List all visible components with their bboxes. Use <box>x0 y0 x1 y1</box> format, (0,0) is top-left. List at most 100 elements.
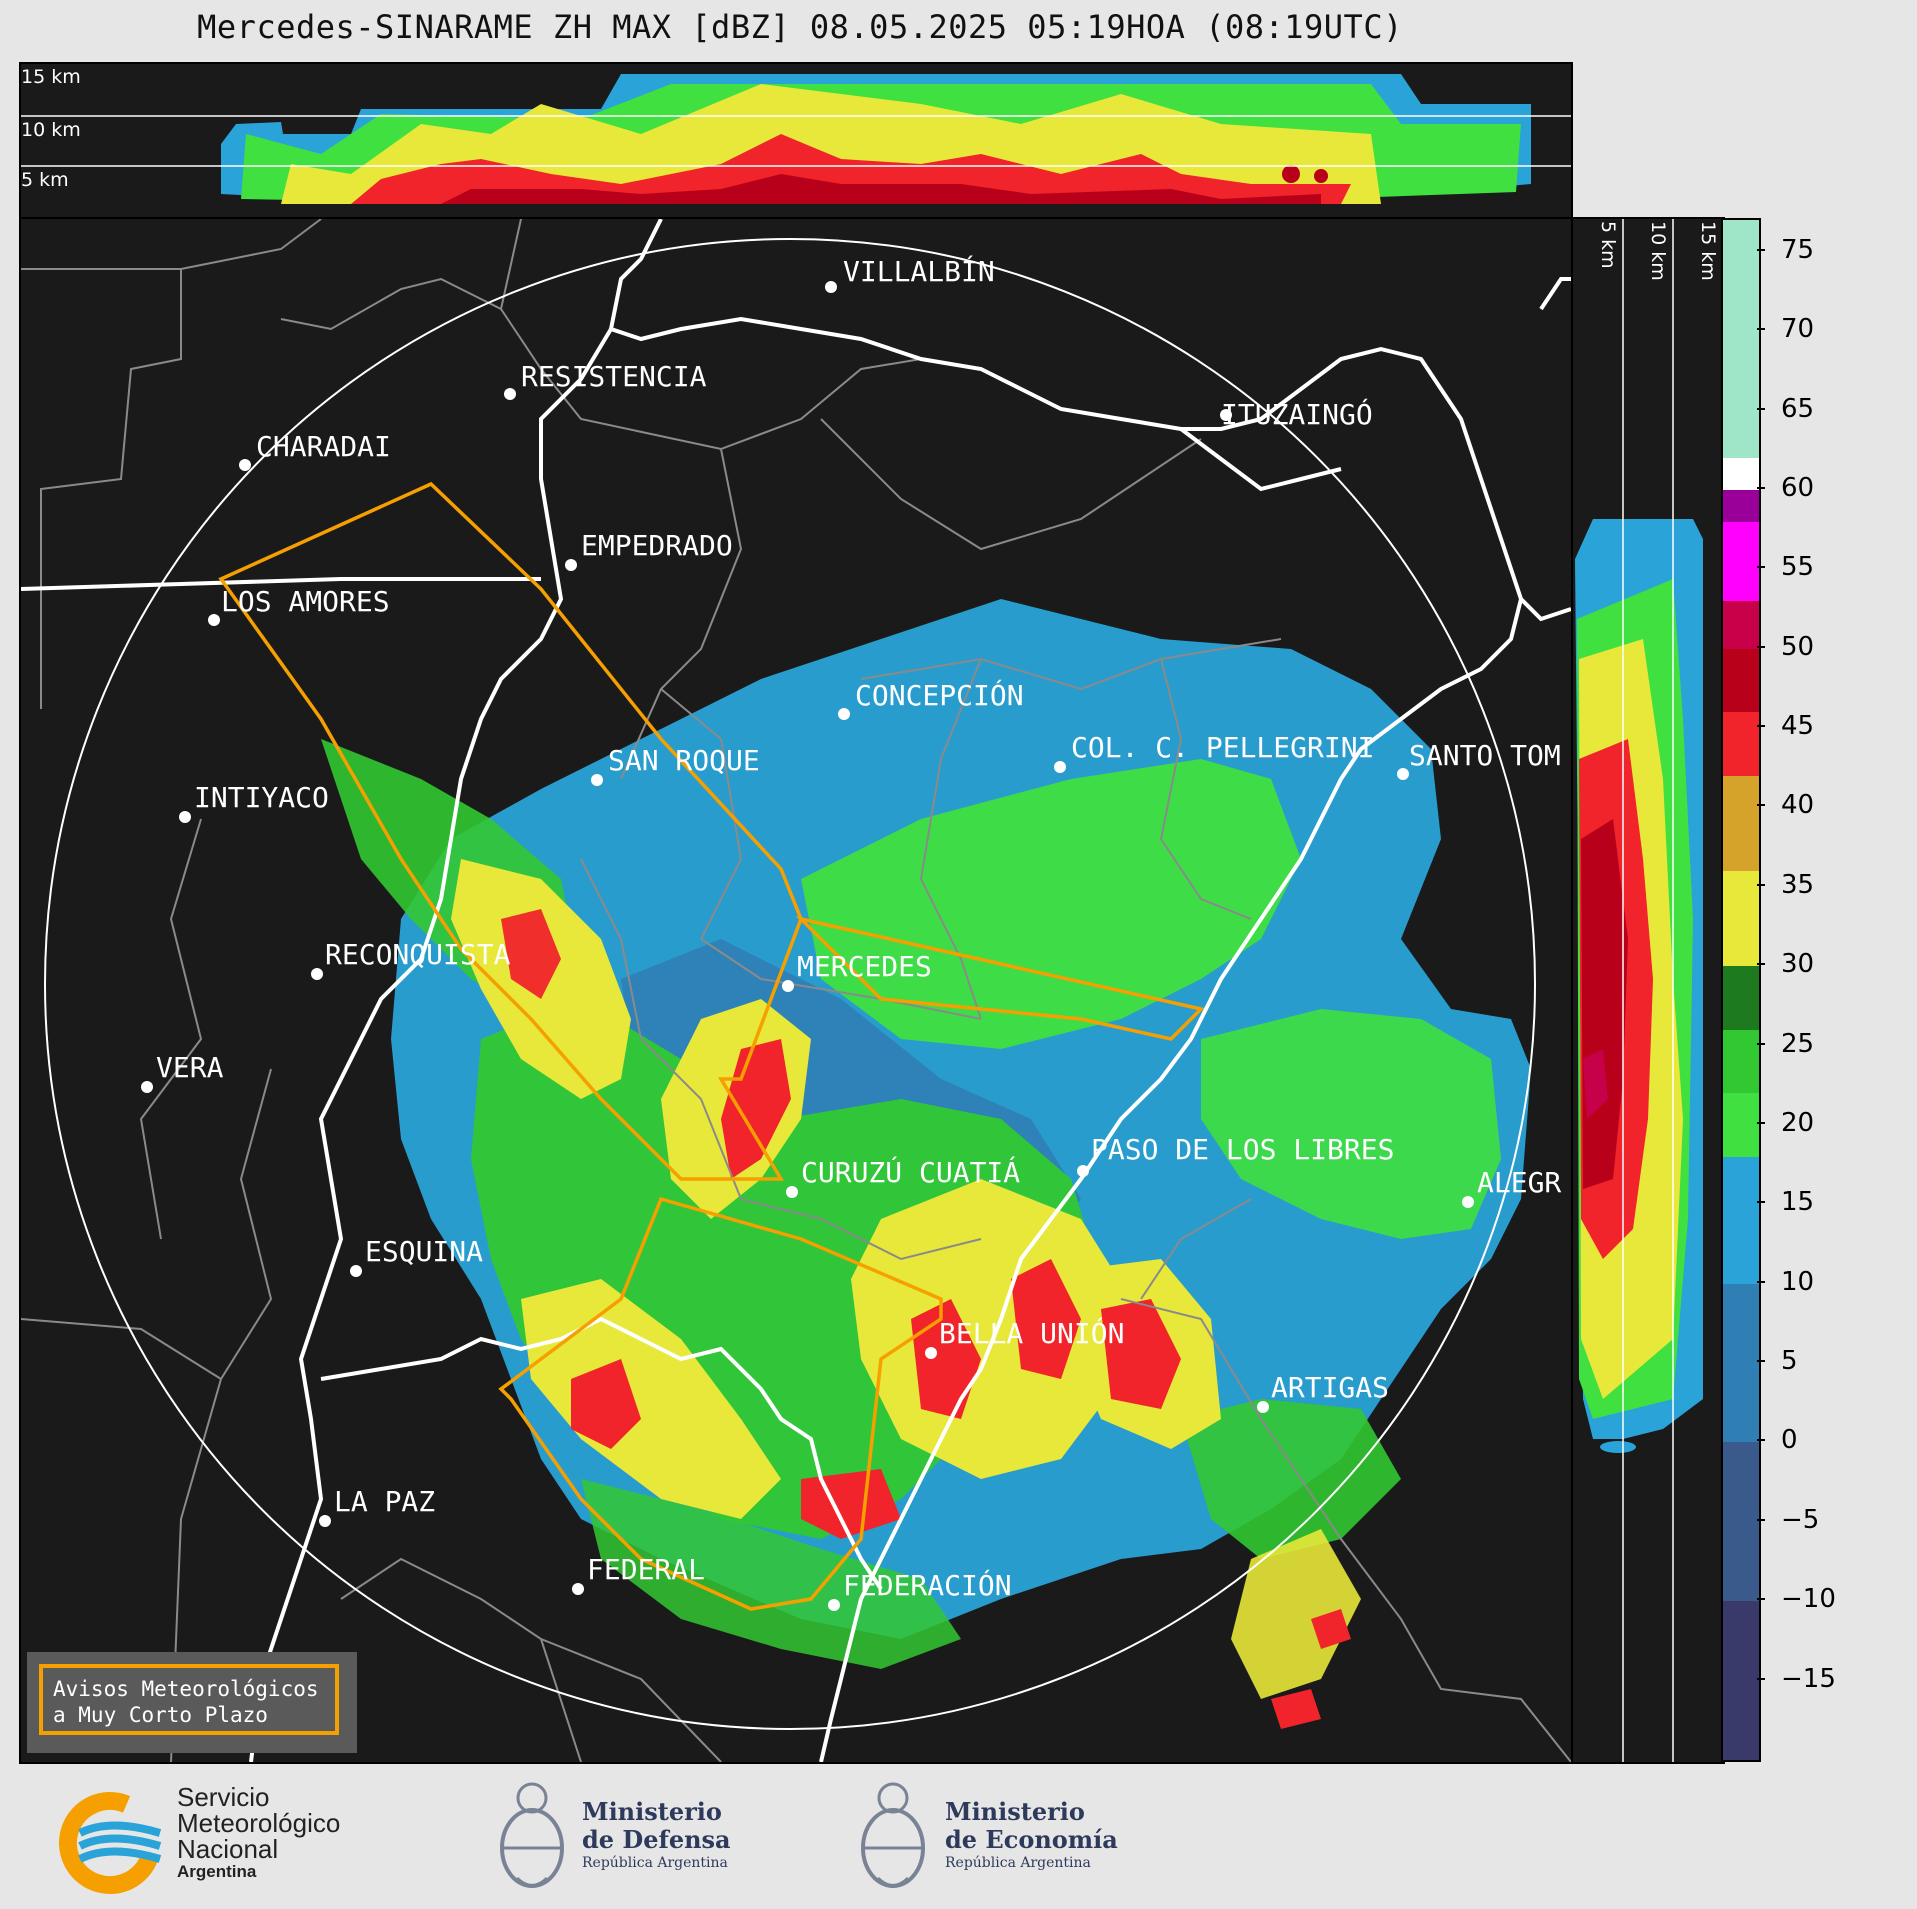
colorbar-tick <box>1757 1360 1765 1363</box>
smn-line-3: Nacional <box>177 1834 279 1864</box>
colorbar-tick <box>1757 645 1765 648</box>
city-dot-vera <box>141 1081 153 1093</box>
city-label-paso-de-los-libres: PASO DE LOS LIBRES <box>1091 1133 1394 1166</box>
colorbar-segment <box>1723 1283 1759 1443</box>
colorbar-tick <box>1757 407 1765 410</box>
colorbar-segment <box>1723 458 1759 490</box>
city-label-mercedes: MERCEDES <box>797 950 932 983</box>
colorbar-segment <box>1723 601 1759 649</box>
city-label-santo-tome: SANTO TOM <box>1409 739 1561 772</box>
radar-map-panel: VILLALBÍN RESISTENCIA CHARADAI ITUZAINGÓ… <box>19 217 1573 1764</box>
smn-logo-text: Servicio Meteorológico Nacional Argentin… <box>177 1784 340 1882</box>
side-height-label-15km: 15 km <box>1697 221 1719 281</box>
province-borders <box>21 219 1571 1762</box>
coat-of-arms-defensa-icon <box>500 1782 564 1888</box>
echo-red-mercedes <box>721 1039 791 1179</box>
radar-range-ring <box>44 238 1536 1730</box>
defensa-line-3: República Argentina <box>582 1855 728 1871</box>
city-label-col-pellegrini: COL. C. PELLEGRINI <box>1071 731 1374 764</box>
coat-of-arms-economia-icon <box>861 1782 925 1888</box>
colorbar-tick <box>1757 725 1765 728</box>
city-dot-curuzu-cuatia <box>786 1186 798 1198</box>
city-dot-san-roque <box>591 774 603 786</box>
colorbar-tick <box>1757 1598 1765 1601</box>
city-label-san-roque: SAN ROQUE <box>608 744 760 777</box>
echo-yellow-artigas <box>1231 1529 1361 1699</box>
colorbar-tick-label: 75 <box>1781 234 1815 265</box>
colorbar-tick-label: 5 <box>1781 1346 1798 1377</box>
city-dot-la-paz <box>319 1515 331 1527</box>
warning-notice-box: Avisos Meteorológicos a Muy Corto Plazo <box>27 1652 357 1753</box>
radar-map-svg: VILLALBÍN RESISTENCIA CHARADAI ITUZAINGÓ… <box>21 219 1571 1762</box>
defensa-line-1: Ministerio <box>582 1797 722 1826</box>
colorbar-tick <box>1757 1042 1765 1045</box>
colorbar-tick-label: −10 <box>1781 1584 1836 1615</box>
colorbar-tick <box>1757 248 1765 251</box>
top-profile-echo-darkred <box>441 174 1321 204</box>
river-borders <box>21 219 1571 1762</box>
city-label-bella-union: BELLA UNIÓN <box>939 1316 1124 1350</box>
colorbar-tick <box>1757 328 1765 331</box>
echo-yellow-sw <box>521 1279 781 1519</box>
chart-title: Mercedes-SINARAME ZH MAX [dBZ] 08.05.202… <box>197 8 1403 46</box>
warning-notice-frame: Avisos Meteorológicos a Muy Corto Plazo <box>39 1664 339 1735</box>
colorbar-tick <box>1757 804 1765 807</box>
colorbar-segment <box>1723 220 1759 459</box>
echo-red-central-2 <box>1011 1259 1081 1379</box>
top-profile-svg <box>21 74 1571 204</box>
city-dot-ituzaingo <box>1220 409 1232 421</box>
colorbar-tick-label: 65 <box>1781 393 1815 424</box>
city-dot-col-pellegrini <box>1054 761 1066 773</box>
height-label-10km: 10 km <box>21 119 81 141</box>
echo-green-east <box>1201 1009 1501 1239</box>
colorbar-tick-label: 0 <box>1781 1425 1798 1456</box>
city-label-ituzaingo: ITUZAINGÓ <box>1221 397 1373 431</box>
city-label-curuzu-cuatia: CURUZÚ CUATIÁ <box>801 1155 1020 1189</box>
city-label-alegrete: ALEGR <box>1477 1166 1561 1199</box>
colorbar-tick <box>1757 883 1765 886</box>
colorbar-tick <box>1757 1439 1765 1442</box>
colorbar-segment <box>1723 1093 1759 1157</box>
city-label-artigas: ARTIGAS <box>1271 1371 1389 1404</box>
colorbar-tick <box>1757 1280 1765 1283</box>
colorbar-segment <box>1723 648 1759 713</box>
colorbar-tick-labels: 75 70 65 60 55 50 45 40 35 30 25 20 15 10 5 0 −5 −10 −15 <box>1757 218 1857 1758</box>
defensa-line-2: de Defensa <box>582 1825 731 1854</box>
city-dot-mercedes <box>782 980 794 992</box>
side-profile-echo-magenta <box>1583 1049 1608 1119</box>
warning-polygon-central <box>795 915 1205 1041</box>
height-label-15km: 15 km <box>21 66 81 88</box>
city-dot-empedrado <box>565 559 577 571</box>
colorbar-tick-label: −5 <box>1781 1504 1820 1535</box>
colorbar-tick <box>1757 1518 1765 1521</box>
warning-polygons <box>218 481 1205 1611</box>
top-profile-echo-red <box>351 134 1351 204</box>
colorbar-segment <box>1723 712 1759 776</box>
city-dot-resistencia <box>504 388 516 400</box>
city-label-los-amores: LOS AMORES <box>221 585 390 618</box>
city-label-la-paz: LA PAZ <box>334 1485 435 1518</box>
echo-green-south <box>581 1479 961 1669</box>
economia-logo-text: Ministerio de Economía República Argenti… <box>945 1798 1118 1872</box>
colorbar-tick <box>1757 963 1765 966</box>
city-label-empedrado: EMPEDRADO <box>581 529 733 562</box>
economia-line-3: República Argentina <box>945 1855 1091 1871</box>
colorbar-tick-label: 20 <box>1781 1107 1815 1138</box>
colorbar-segment <box>1723 1601 1759 1760</box>
colorbar-segment <box>1723 870 1759 967</box>
colorbar-tick <box>1757 1201 1765 1204</box>
side-height-label-5km: 5 km <box>1597 221 1619 269</box>
colorbar-tick <box>1757 1677 1765 1680</box>
colorbar-tick-label: 10 <box>1781 1266 1815 1297</box>
city-label-vera: VERA <box>156 1051 224 1084</box>
echo-red-paso <box>1101 1299 1181 1409</box>
city-label-reconquista: RECONQUISTA <box>325 938 511 971</box>
notice-line-2: a Muy Corto Plazo <box>53 1703 268 1727</box>
city-label-concepcion: CONCEPCIÓN <box>855 678 1024 712</box>
smn-logo-icon <box>59 1792 162 1894</box>
economia-line-1: Ministerio <box>945 1797 1085 1826</box>
city-label-federal: FEDERAL <box>587 1553 705 1586</box>
top-height-profile-panel: 15 km 10 km 5 km <box>19 62 1573 219</box>
colorbar-segment <box>1723 521 1759 602</box>
city-label-charadai: CHARADAI <box>256 430 391 463</box>
